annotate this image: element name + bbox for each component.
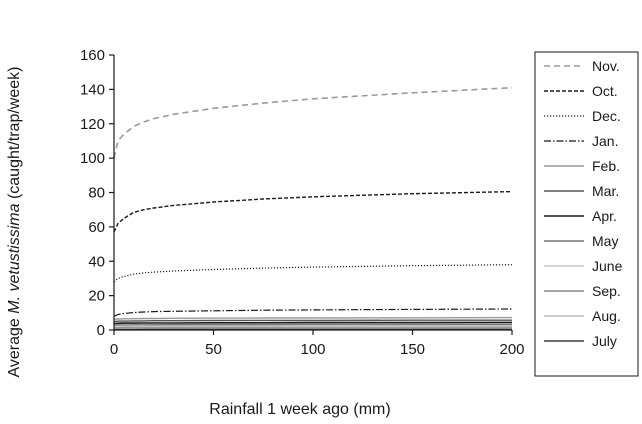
y-tick-label: 40 bbox=[88, 253, 105, 270]
y-axis-title: Average M. vetustissima (caught/trap/wee… bbox=[6, 67, 23, 378]
series-line-mar bbox=[114, 320, 512, 321]
y-tick-label: 60 bbox=[88, 219, 105, 236]
y-axis-ticks: 0 20 40 60 80 100 120 140 160 bbox=[80, 47, 114, 339]
legend-label-mar: Mar. bbox=[592, 183, 619, 199]
x-tick-label: 50 bbox=[205, 341, 222, 358]
legend-label-may: May bbox=[592, 233, 618, 249]
x-tick-label: 150 bbox=[400, 341, 425, 358]
y-tick-label: 100 bbox=[80, 150, 105, 167]
legend-label-nov: Nov. bbox=[592, 58, 620, 74]
y-tick-label: 160 bbox=[80, 47, 105, 64]
x-axis-title: Rainfall 1 week ago (mm) bbox=[209, 401, 390, 418]
legend-label-feb: Feb. bbox=[592, 158, 620, 174]
series-line-june bbox=[114, 326, 512, 327]
series-line-may bbox=[114, 325, 512, 326]
y-tick-label: 120 bbox=[80, 116, 105, 133]
series-line-feb bbox=[114, 318, 512, 320]
y-axis-title-prefix: Average bbox=[6, 314, 23, 378]
series-line-dec bbox=[114, 265, 512, 282]
series-line-apr bbox=[114, 322, 512, 323]
y-tick-label: 20 bbox=[88, 288, 105, 305]
legend-label-sep: Sep. bbox=[592, 283, 621, 299]
y-tick-label: 140 bbox=[80, 81, 105, 98]
legend-label-oct: Oct. bbox=[592, 83, 618, 99]
y-tick-label: 0 bbox=[97, 322, 105, 339]
y-tick-label: 80 bbox=[88, 185, 105, 202]
x-tick-label: 200 bbox=[499, 341, 524, 358]
legend-box bbox=[535, 52, 638, 376]
series-line-nov bbox=[114, 88, 512, 158]
plot-series-group bbox=[114, 88, 512, 330]
legend: Nov. Oct. Dec. Jan. Feb. Mar. Apr. May June Sep. A… bbox=[535, 52, 638, 376]
y-axis-title-species: M. vetustissima bbox=[6, 203, 23, 313]
y-axis-title-suffix: (caught/trap/week) bbox=[6, 67, 23, 204]
legend-label-jan: Jan. bbox=[592, 133, 618, 149]
series-line-oct bbox=[114, 192, 512, 232]
legend-label-aug: Aug. bbox=[592, 308, 621, 324]
x-tick-label: 100 bbox=[300, 341, 325, 358]
x-axis-ticks: 0 50 100 150 200 bbox=[110, 330, 525, 358]
legend-label-july: July bbox=[592, 333, 617, 349]
axes: 0 50 100 150 200 0 20 40 60 80 100 120 140 160 bbox=[80, 47, 525, 358]
legend-label-june: June bbox=[592, 258, 623, 274]
x-tick-label: 0 bbox=[110, 341, 118, 358]
legend-label-apr: Apr. bbox=[592, 208, 617, 224]
series-line-jan bbox=[114, 309, 512, 316]
legend-label-dec: Dec. bbox=[592, 108, 621, 124]
